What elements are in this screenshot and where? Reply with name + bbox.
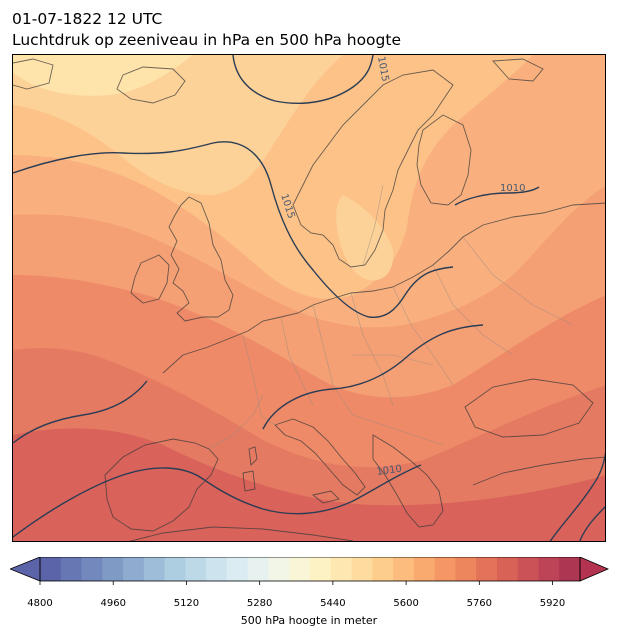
colorbar-segment	[455, 557, 477, 581]
colorbar-tick-label: 5920	[539, 598, 566, 609]
colorbar-segment	[289, 557, 311, 581]
isobar-1015-east	[232, 55, 374, 104]
colorbar-tick-label: 5600	[393, 598, 419, 609]
country-borders	[208, 184, 574, 450]
isobar-1010-southeast	[549, 452, 605, 541]
colorbar-segment	[268, 557, 290, 581]
colorbar-tick-label: 4800	[27, 598, 53, 609]
colorbar-outline	[39, 557, 581, 582]
isobar-1010-east	[454, 186, 540, 206]
colorbar-segment	[143, 557, 166, 581]
colorbar-segments	[40, 557, 581, 581]
map-panel: 1015 1015 1010 1010	[12, 54, 606, 542]
colorbar-segment	[310, 557, 332, 581]
colorbar-segment	[559, 557, 581, 581]
contour-label-1015-north: 1015	[375, 56, 390, 83]
colorbar-tick-label: 5120	[173, 598, 200, 609]
isobar-1010-southeast-inner	[579, 506, 605, 541]
isobars	[13, 55, 605, 541]
colorbar-ticks	[39, 581, 553, 585]
colorbar-segment	[351, 557, 373, 581]
colorbar-segment	[185, 557, 207, 581]
colorbar-segment	[40, 557, 62, 581]
colorbar-segment	[123, 557, 145, 581]
colorbar-extend-low	[10, 557, 41, 582]
contour-label-1010-east: 1010	[500, 183, 525, 194]
height-band-north-scandinavia	[336, 195, 394, 281]
colorbar-segment	[247, 557, 270, 581]
colorbar-tick-label: 4960	[100, 598, 126, 609]
colorbar-segment	[538, 557, 560, 581]
colorbar-segment	[517, 557, 540, 581]
isobar-1015-central	[262, 324, 484, 430]
colorbar-segment	[206, 557, 228, 581]
isobar-1015-southwest	[13, 380, 148, 444]
colorbar-tick-label: 5280	[246, 598, 273, 609]
colorbar-segment	[330, 557, 353, 581]
colorbar-segment	[476, 557, 498, 581]
colorbar-segment	[164, 557, 186, 581]
colorbar-segment	[102, 557, 124, 581]
contour-label-1010-south: 1010	[376, 464, 403, 478]
colorbar-segment	[226, 557, 249, 581]
map-title-description: Luchtdruk op zeeniveau in hPa en 500 hPa…	[12, 31, 401, 49]
height-fill-bands	[13, 55, 605, 541]
colorbar-segment	[81, 557, 103, 581]
colorbar-segment	[393, 557, 415, 581]
colorbar-segment	[372, 557, 394, 581]
colorbar-extend-high	[579, 557, 610, 582]
colorbar-segment	[413, 557, 436, 581]
colorbar-segment	[496, 557, 519, 581]
map-title-date: 01-07-1822 12 UTC	[12, 10, 163, 28]
height-band-5640	[13, 55, 193, 96]
colorbar-label: 500 hPa hoogte in meter	[240, 614, 378, 627]
colorbar-segment	[434, 557, 456, 581]
colorbar-tick-label: 5440	[320, 598, 346, 609]
isobar-1010-south	[13, 464, 422, 538]
coastlines	[13, 58, 605, 541]
colorbar	[10, 557, 610, 585]
isobar-1015-north	[13, 141, 454, 318]
colorbar-tick-label: 5760	[466, 598, 493, 609]
colorbar-segment	[60, 557, 83, 581]
